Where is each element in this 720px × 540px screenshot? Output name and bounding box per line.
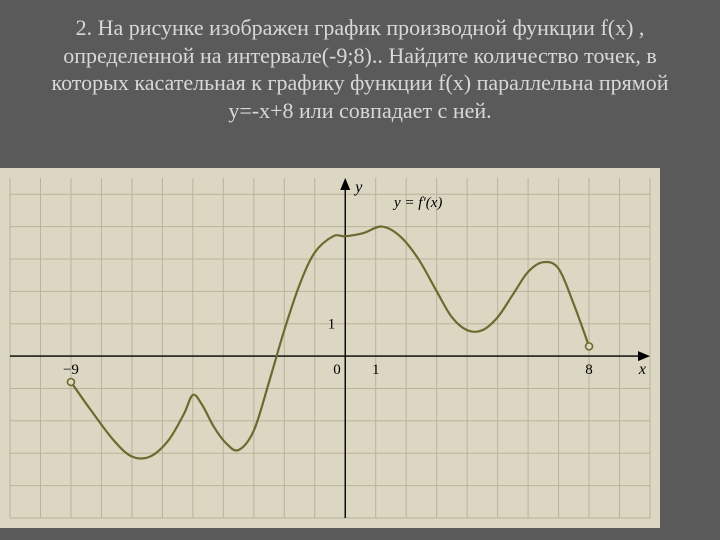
svg-text:0: 0 <box>333 362 341 378</box>
svg-text:8: 8 <box>585 362 593 378</box>
svg-text:−9: −9 <box>63 362 79 378</box>
svg-text:y: y <box>353 179 363 196</box>
derivative-chart: y x 0 −9 1 8 1 y = f′(x) <box>0 168 660 528</box>
slide: 2. На рисунке изображен график производн… <box>0 0 720 540</box>
svg-text:1: 1 <box>328 317 336 333</box>
chart-container: y x 0 −9 1 8 1 y = f′(x) <box>0 168 720 528</box>
svg-text:y = f′(x): y = f′(x) <box>392 195 442 211</box>
svg-text:1: 1 <box>372 362 380 378</box>
problem-text: 2. На рисунке изображен график производн… <box>0 0 720 128</box>
svg-text:x: x <box>638 361 646 378</box>
